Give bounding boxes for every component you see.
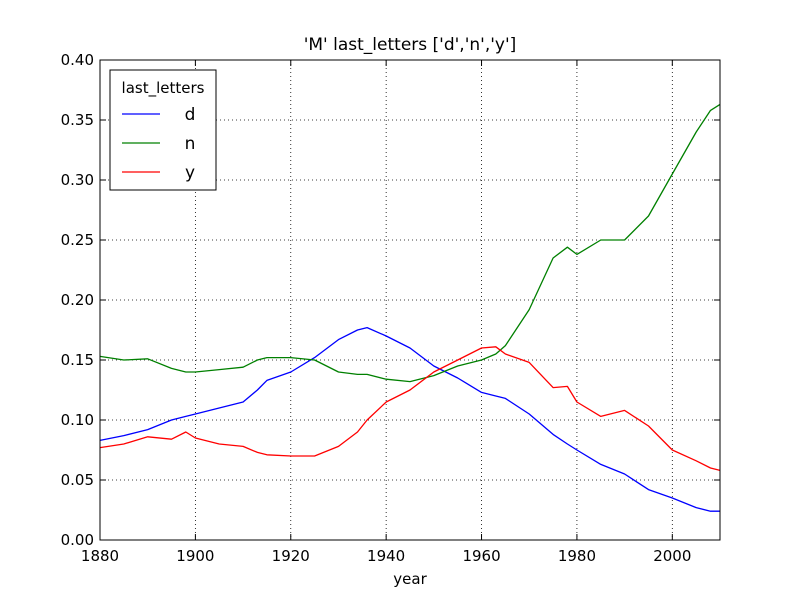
x-axis-label: year bbox=[393, 570, 427, 588]
legend-entries: dny bbox=[122, 105, 195, 183]
x-tick-label: 1920 bbox=[272, 547, 310, 565]
series-line-d bbox=[99, 326, 720, 512]
legend-label-d: d bbox=[185, 105, 196, 125]
series-lines bbox=[99, 103, 721, 512]
axis-ticks bbox=[99, 59, 720, 541]
y-tick-label: 0.30 bbox=[61, 171, 94, 189]
y-tick-label: 0.35 bbox=[61, 111, 94, 129]
x-tick-label: 1980 bbox=[558, 547, 596, 565]
x-tick-label: 1900 bbox=[176, 547, 214, 565]
y-tick-label: 0.20 bbox=[61, 291, 94, 309]
legend-label-y: y bbox=[185, 163, 195, 183]
series-line-n bbox=[99, 103, 721, 383]
legend-box bbox=[109, 69, 217, 191]
y-tick-label: 0.15 bbox=[61, 351, 94, 369]
x-tick-label: 1960 bbox=[462, 547, 500, 565]
legend: last_letters dny bbox=[109, 69, 217, 191]
series-line-y bbox=[99, 346, 721, 472]
y-tick-label: 0.40 bbox=[61, 51, 94, 69]
y-tick-labels: 0.00 0.05 0.10 0.15 0.20 0.25 0.30 0.35 0.40 bbox=[61, 51, 94, 549]
legend-label-n: n bbox=[185, 134, 196, 154]
x-tick-labels: 1880 1900 1920 1940 1960 1980 2000 bbox=[81, 547, 691, 565]
y-tick-label: 0.10 bbox=[61, 411, 94, 429]
legend-title: last_letters bbox=[122, 79, 205, 98]
y-tick-label: 0.05 bbox=[61, 471, 94, 489]
x-tick-label: 2000 bbox=[653, 547, 691, 565]
chart-title: 'M' last_letters ['d','n','y'] bbox=[304, 35, 517, 55]
x-tick-label: 1940 bbox=[367, 547, 405, 565]
x-tick-label: 1880 bbox=[81, 547, 119, 565]
y-tick-label: 0.00 bbox=[61, 531, 94, 549]
y-tick-label: 0.25 bbox=[61, 231, 94, 249]
